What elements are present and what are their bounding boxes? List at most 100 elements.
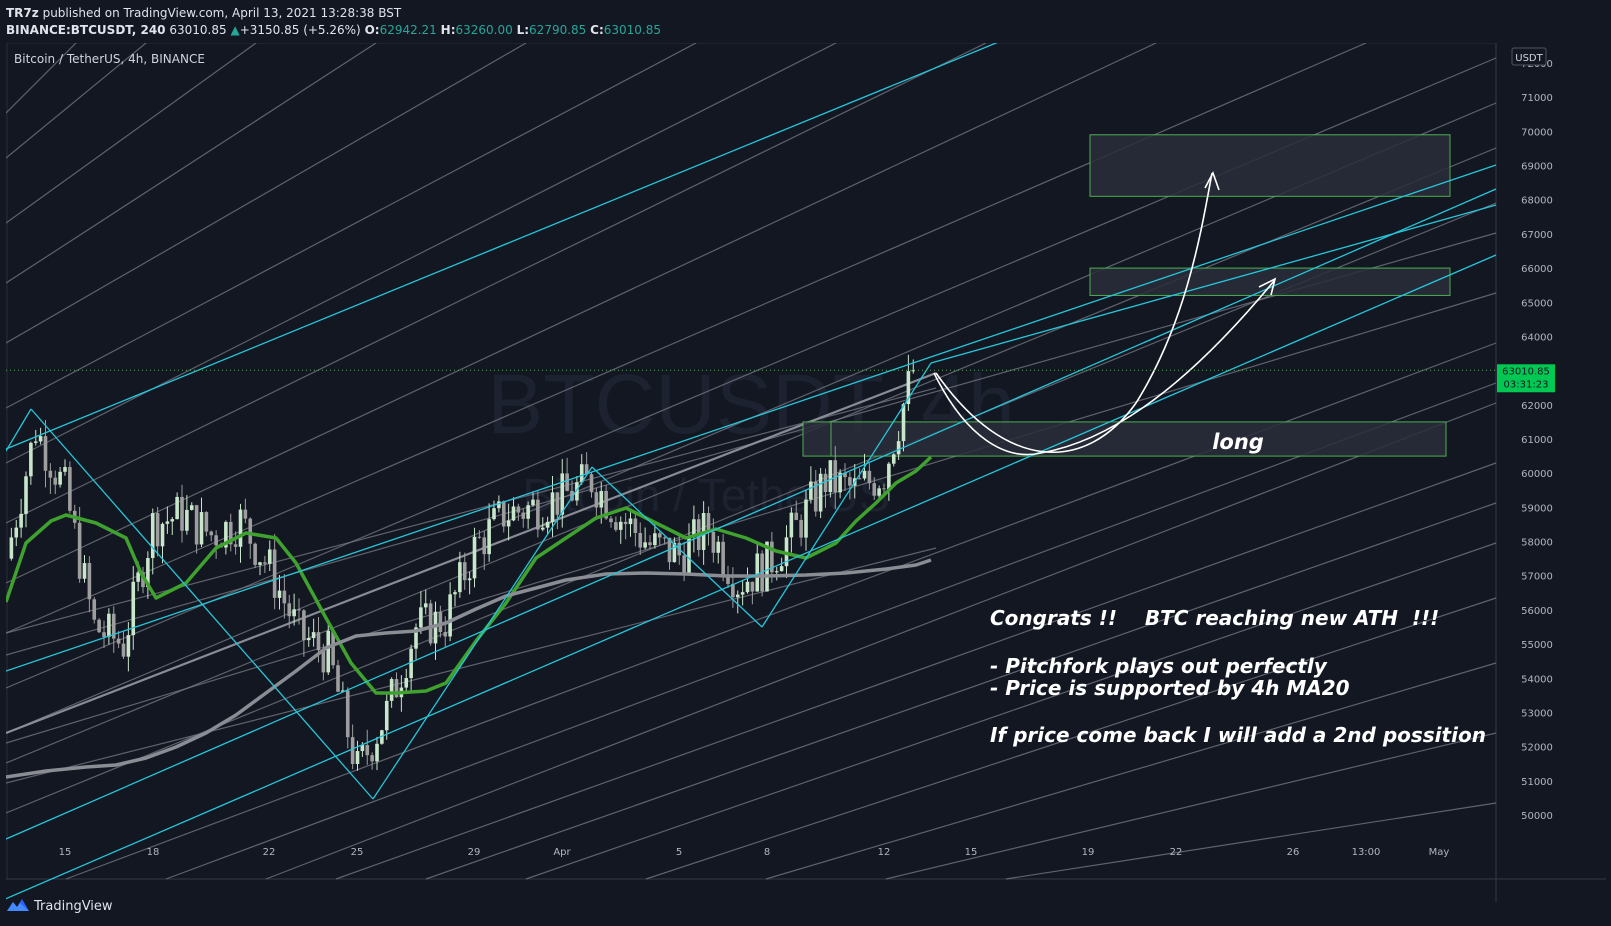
trend-line bbox=[6, 371, 937, 735]
candle-body bbox=[302, 610, 306, 641]
candle-body bbox=[267, 549, 272, 564]
publish-info: published on TradingView.com, April 13, … bbox=[38, 6, 402, 20]
time-tick-label: 12 bbox=[878, 847, 891, 858]
trend-line bbox=[6, 43, 377, 284]
trend-line bbox=[525, 542, 1497, 880]
author-name[interactable]: TR7z bbox=[6, 6, 39, 20]
chart-container[interactable]: BTCUSDT, 4h Bitcoin / TetherUS Bitcoin /… bbox=[6, 43, 1606, 902]
candle-body bbox=[906, 371, 911, 405]
time-tick-label: Apr bbox=[553, 847, 571, 858]
candle-body bbox=[38, 436, 43, 442]
time-tick-label: 22 bbox=[1170, 847, 1183, 858]
candle-body bbox=[501, 501, 506, 527]
annotation-note: Congrats !! BTC reaching new ATH !!! - P… bbox=[990, 606, 1486, 747]
candle-body bbox=[604, 490, 608, 519]
trend-line bbox=[6, 43, 837, 464]
candle-body bbox=[628, 518, 633, 525]
note-line-4: If price come back I will add a 2nd poss… bbox=[990, 723, 1486, 747]
candle-body bbox=[609, 518, 613, 523]
pitchfork-line bbox=[6, 188, 1497, 840]
long-label: long bbox=[1212, 430, 1264, 454]
price-tick-label: 65000 bbox=[1521, 298, 1553, 309]
price-tick-label: 57000 bbox=[1521, 572, 1553, 583]
candle-body bbox=[389, 679, 394, 701]
candle-body bbox=[804, 499, 808, 538]
candlesticks bbox=[9, 354, 916, 771]
pitchfork-line bbox=[761, 362, 932, 628]
candle-body bbox=[857, 478, 862, 480]
candle-body bbox=[545, 521, 550, 528]
time-tick-label: 15 bbox=[965, 847, 978, 858]
open-label: O: bbox=[364, 23, 380, 37]
candle-body bbox=[82, 563, 87, 579]
price-tag-price: 63010.85 bbox=[1502, 366, 1550, 377]
tradingview-logo-icon[interactable] bbox=[6, 897, 30, 913]
ma-slow-line bbox=[6, 558, 932, 779]
candle-body bbox=[277, 590, 282, 598]
candle-body bbox=[375, 743, 379, 762]
candle-body bbox=[477, 536, 482, 538]
tradingview-brand[interactable]: TradingView bbox=[34, 899, 113, 914]
trend-line bbox=[885, 732, 1497, 880]
arrow-path-high bbox=[935, 172, 1213, 453]
trend-line bbox=[6, 43, 77, 114]
candle-body bbox=[692, 519, 696, 537]
price-tag-box bbox=[1497, 364, 1555, 393]
pitchfork-line bbox=[6, 408, 32, 452]
candle-body bbox=[199, 512, 204, 545]
pitchfork-line bbox=[6, 164, 1497, 672]
candle-body bbox=[92, 599, 97, 620]
candle-body bbox=[521, 512, 526, 519]
trend-line bbox=[6, 43, 527, 344]
candle-body bbox=[68, 467, 72, 511]
time-tick-label: 13:00 bbox=[1352, 847, 1381, 858]
candle-body bbox=[297, 609, 301, 611]
arrow-path-mid bbox=[933, 280, 1275, 456]
time-tick-label: 29 bbox=[468, 847, 481, 858]
candle-body bbox=[394, 679, 399, 698]
change-arrow-icon: ▲ bbox=[230, 23, 240, 37]
candle-body bbox=[272, 549, 277, 598]
price-tick-label: 68000 bbox=[1521, 196, 1553, 207]
candle-body bbox=[43, 436, 48, 471]
candle-body bbox=[33, 441, 38, 443]
price-tick-label: 60000 bbox=[1521, 469, 1553, 480]
candle-body bbox=[97, 619, 101, 633]
time-axis[interactable]: 15 18 22 25 29 Apr 5 8 12 15 19 22 26 13:00 May bbox=[59, 847, 1450, 858]
candle-body bbox=[175, 496, 179, 520]
trend-line bbox=[6, 43, 987, 524]
candle-body bbox=[233, 544, 238, 547]
candle-body bbox=[209, 531, 214, 536]
candle-body bbox=[467, 578, 472, 581]
zone-target-2 bbox=[1089, 134, 1451, 197]
candle-body bbox=[638, 532, 643, 548]
candle-body bbox=[813, 481, 818, 512]
candle-body bbox=[170, 519, 175, 522]
candle-body bbox=[662, 537, 667, 539]
candle-body bbox=[765, 541, 769, 592]
candle-body bbox=[770, 541, 774, 573]
price-chart[interactable]: BTCUSDT, 4h Bitcoin / TetherUS Bitcoin /… bbox=[6, 43, 1606, 902]
currency-badge: USDT bbox=[1511, 47, 1547, 66]
candle-body bbox=[24, 476, 28, 514]
pitchfork bbox=[6, 43, 1497, 900]
candle-body bbox=[657, 533, 662, 538]
candle-body bbox=[243, 509, 248, 519]
high-label: H: bbox=[440, 23, 456, 37]
candle-body bbox=[53, 477, 58, 485]
candle-body bbox=[487, 519, 491, 555]
candle-body bbox=[189, 505, 194, 510]
last-price-tag: 63010.85 03:31:23 bbox=[1497, 364, 1555, 393]
candle-body bbox=[623, 521, 628, 525]
trend-line bbox=[765, 662, 1497, 880]
change-value: +3150.85 (+5.26%) bbox=[239, 23, 361, 37]
candle-body bbox=[706, 513, 711, 532]
candle-body bbox=[740, 592, 745, 595]
candle-body bbox=[614, 522, 618, 530]
publish-line: TR7z published on TradingView.com, April… bbox=[6, 6, 401, 20]
price-tick-label: 62000 bbox=[1521, 401, 1553, 412]
candle-body bbox=[121, 643, 126, 657]
candle-body bbox=[428, 603, 433, 644]
trend-line bbox=[645, 597, 1497, 880]
candle-body bbox=[165, 521, 170, 524]
